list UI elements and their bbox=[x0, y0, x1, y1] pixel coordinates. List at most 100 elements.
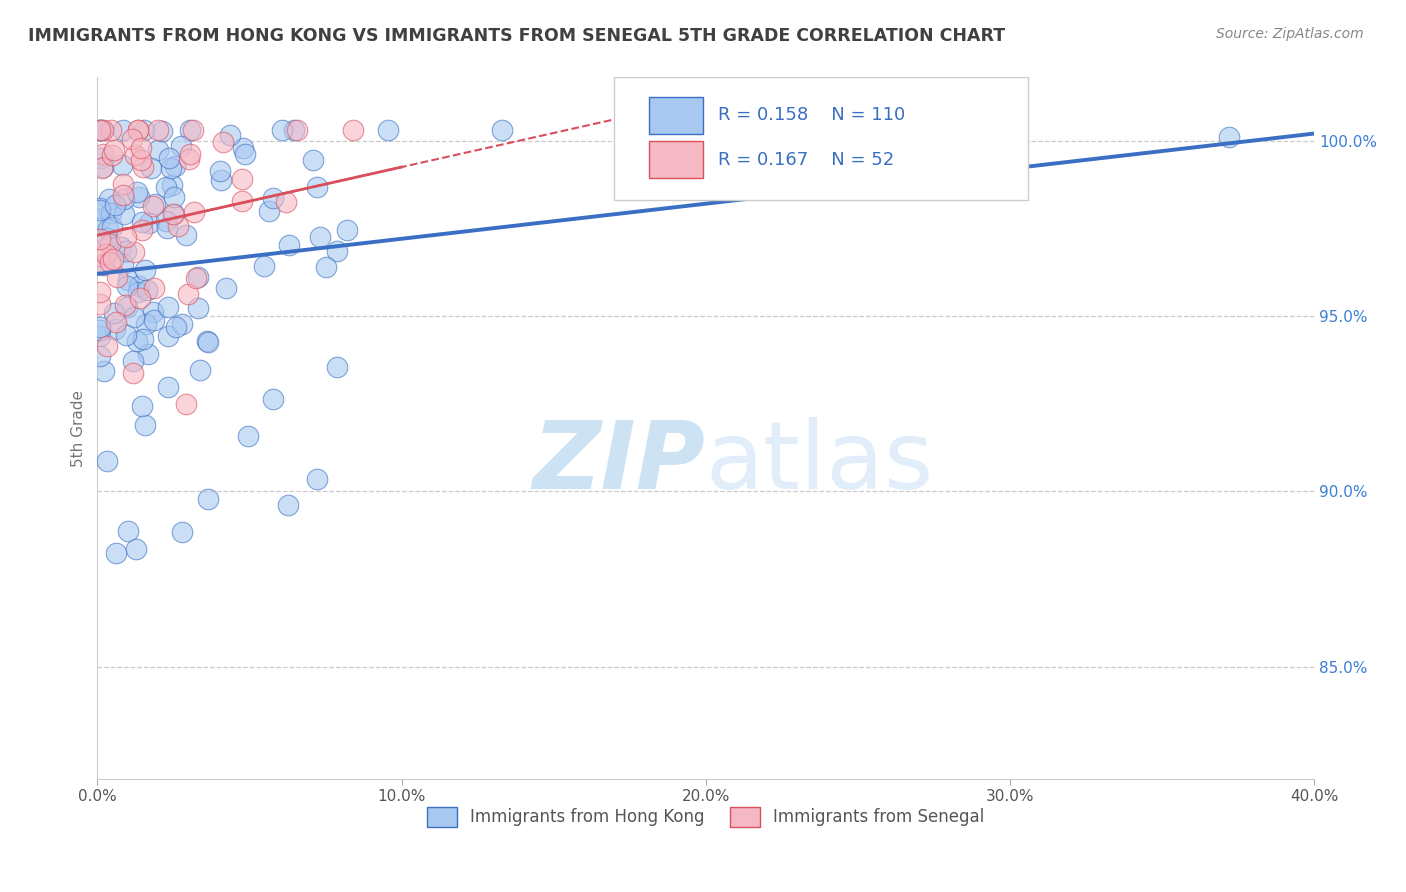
Point bbox=[150, 124, 173, 138]
Point bbox=[96, 338, 118, 352]
Point bbox=[114, 298, 136, 312]
Point bbox=[127, 285, 149, 300]
Point bbox=[100, 206, 122, 220]
Point bbox=[326, 360, 349, 375]
Point bbox=[114, 244, 136, 259]
Point bbox=[110, 240, 132, 254]
Point bbox=[165, 159, 187, 173]
Point bbox=[103, 143, 125, 157]
Point bbox=[135, 317, 157, 331]
Point bbox=[125, 334, 148, 348]
Point bbox=[97, 222, 120, 236]
Text: atlas: atlas bbox=[706, 417, 934, 509]
Point bbox=[238, 429, 260, 443]
Point bbox=[89, 202, 111, 217]
Point bbox=[156, 220, 179, 235]
Point bbox=[342, 123, 364, 137]
Point bbox=[309, 229, 332, 244]
Point bbox=[100, 123, 122, 137]
Legend: Immigrants from Hong Kong, Immigrants from Senegal: Immigrants from Hong Kong, Immigrants fr… bbox=[420, 800, 991, 834]
Point bbox=[285, 123, 308, 137]
Point bbox=[155, 180, 177, 194]
Point bbox=[94, 246, 117, 260]
Point bbox=[157, 328, 180, 343]
Point bbox=[163, 207, 186, 221]
Text: ZIP: ZIP bbox=[533, 417, 706, 509]
Text: IMMIGRANTS FROM HONG KONG VS IMMIGRANTS FROM SENEGAL 5TH GRADE CORRELATION CHART: IMMIGRANTS FROM HONG KONG VS IMMIGRANTS … bbox=[28, 27, 1005, 45]
Point bbox=[157, 151, 180, 165]
Point bbox=[89, 248, 111, 262]
Point bbox=[117, 524, 139, 539]
Point bbox=[283, 123, 305, 137]
Point bbox=[169, 139, 191, 153]
Text: Source: ZipAtlas.com: Source: ZipAtlas.com bbox=[1216, 27, 1364, 41]
Point bbox=[112, 177, 135, 191]
Point bbox=[91, 258, 114, 272]
Point bbox=[121, 132, 143, 146]
Point bbox=[89, 123, 111, 137]
Point bbox=[232, 141, 254, 155]
Point bbox=[89, 297, 111, 311]
Point bbox=[179, 123, 201, 137]
Point bbox=[105, 546, 128, 560]
Point bbox=[125, 185, 148, 199]
Point bbox=[124, 310, 146, 324]
Point bbox=[117, 273, 139, 287]
Point bbox=[89, 349, 111, 363]
Bar bbox=[648, 141, 703, 178]
Point bbox=[112, 123, 135, 137]
Point bbox=[103, 306, 125, 320]
Point bbox=[183, 204, 205, 219]
Point bbox=[89, 323, 111, 337]
Point bbox=[131, 222, 153, 236]
Point bbox=[262, 191, 284, 205]
Point bbox=[163, 190, 186, 204]
Point bbox=[127, 123, 149, 137]
Point bbox=[131, 215, 153, 229]
Point bbox=[195, 334, 218, 349]
Point bbox=[491, 123, 513, 137]
Point bbox=[122, 245, 145, 260]
Point bbox=[277, 498, 299, 512]
Point bbox=[187, 270, 209, 285]
Point bbox=[91, 257, 114, 271]
Point bbox=[174, 227, 197, 242]
Point bbox=[142, 304, 165, 318]
Point bbox=[231, 194, 253, 208]
Point bbox=[231, 171, 253, 186]
Point bbox=[209, 173, 232, 187]
Point bbox=[97, 193, 120, 207]
Point bbox=[134, 263, 156, 277]
Point bbox=[336, 223, 359, 237]
Point bbox=[325, 244, 347, 258]
Bar bbox=[648, 97, 703, 134]
Point bbox=[157, 301, 180, 315]
Point bbox=[96, 453, 118, 467]
Point bbox=[125, 541, 148, 556]
Point bbox=[90, 123, 112, 137]
Point bbox=[142, 198, 165, 212]
FancyBboxPatch shape bbox=[614, 78, 1028, 200]
Text: R = 0.158    N = 110: R = 0.158 N = 110 bbox=[718, 105, 905, 124]
Point bbox=[89, 285, 111, 300]
Point bbox=[188, 363, 211, 377]
Point bbox=[208, 163, 231, 178]
Point bbox=[148, 143, 170, 157]
Point bbox=[136, 347, 159, 361]
Point bbox=[143, 281, 166, 295]
Point bbox=[305, 472, 328, 486]
Point bbox=[111, 257, 134, 271]
Point bbox=[177, 287, 200, 301]
Point bbox=[257, 204, 280, 219]
Point bbox=[121, 366, 143, 380]
Point bbox=[122, 354, 145, 368]
Point bbox=[132, 332, 155, 346]
Point bbox=[101, 220, 124, 235]
Point bbox=[1218, 130, 1240, 145]
Point bbox=[134, 123, 156, 137]
Point bbox=[181, 123, 204, 137]
Point bbox=[111, 158, 134, 172]
Point bbox=[132, 160, 155, 174]
Point bbox=[278, 237, 301, 252]
Point bbox=[112, 188, 135, 202]
